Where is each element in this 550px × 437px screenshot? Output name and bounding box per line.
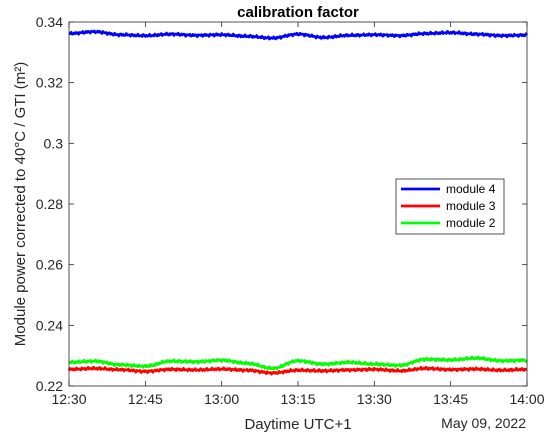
y-tick-label: 0.26 — [36, 257, 63, 273]
y-tick-label: 0.32 — [36, 75, 63, 91]
x-tick-label: 13:15 — [280, 391, 315, 407]
x-tick-label: 12:30 — [51, 391, 86, 407]
series-line-module-2 — [68, 355, 528, 371]
x-axis-label: Daytime UTC+1 — [244, 416, 351, 433]
legend-label: module 4 — [446, 182, 496, 196]
legend: module 4 module 3 module 2 — [395, 178, 505, 235]
y-axis: 0.22 0.24 0.26 0.28 0.3 0.32 0.34 — [36, 14, 527, 394]
x-tick-label: 12:45 — [128, 391, 163, 407]
chart-title: calibration factor — [237, 4, 359, 21]
y-tick-label: 0.34 — [36, 14, 63, 30]
x-tick-label: 13:45 — [433, 391, 468, 407]
series-line-module-3 — [67, 365, 528, 376]
legend-label: module 2 — [446, 216, 496, 230]
plot-frame — [68, 21, 528, 387]
x-tick-label: 13:30 — [357, 391, 392, 407]
series-layer — [67, 29, 528, 376]
legend-label: module 3 — [446, 199, 496, 213]
y-tick-label: 0.22 — [36, 378, 63, 394]
y-tick-label: 0.3 — [44, 135, 64, 151]
x-axis: 12:30 12:45 13:00 13:15 13:30 13:45 14:00 — [51, 22, 545, 407]
x-tick-label: 13:00 — [204, 391, 239, 407]
y-tick-label: 0.24 — [36, 317, 63, 333]
y-axis-label: Module power corrected to 40°C / GTI (m²… — [12, 62, 29, 346]
date-label: May 09, 2022 — [441, 415, 526, 431]
series-line-module-4 — [68, 29, 528, 41]
x-tick-label: 14:00 — [509, 391, 544, 407]
y-tick-label: 0.28 — [36, 196, 63, 212]
